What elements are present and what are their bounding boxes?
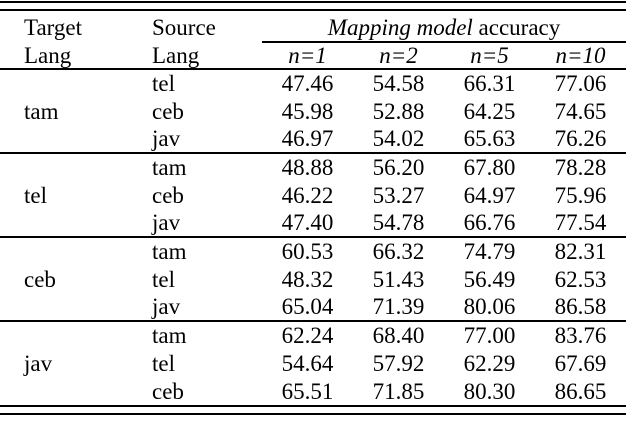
table-row: jav tam 62.24 68.40 77.00 83.76 (0, 320, 626, 406)
accuracy-value-cell: 86.58 (554, 294, 607, 320)
table-row: ceb 45.98 52.88 64.25 74.65 (0, 97, 626, 125)
header-n-10: n=10 (535, 42, 626, 71)
table-row: tam tel 47.46 54.58 66.31 77.06 (0, 69, 626, 124)
accuracy-value-cell: 64.97 (463, 182, 516, 208)
accuracy-value-cell: 74.65 (554, 98, 607, 124)
accuracy-value-cell: 71.85 (372, 378, 425, 404)
results-table-figure: Target Source Mapping model accuracy Lan… (0, 1, 626, 416)
accuracy-value-cell: 45.98 (281, 98, 334, 124)
group-target-tel: tel tam 48.88 56.20 67.80 78.28 ceb 46.2… (0, 152, 626, 238)
accuracy-value-cell: 46.97 (281, 126, 334, 152)
source-lang-cell: ceb (152, 182, 184, 208)
target-lang-cell: jav (0, 320, 130, 406)
header-mapping-model-italic: Mapping model (327, 14, 473, 40)
accuracy-value-cell: 54.58 (372, 71, 425, 97)
accuracy-value-cell: 66.76 (463, 210, 516, 236)
accuracy-value-cell: 62.29 (463, 350, 516, 376)
accuracy-value-cell: 64.25 (463, 98, 516, 124)
accuracy-value-cell: 77.00 (444, 320, 535, 350)
accuracy-value-cell: 48.32 (281, 266, 334, 292)
header-n-5: n=5 (444, 42, 535, 71)
target-lang-cell: ceb (0, 236, 130, 322)
accuracy-value-cell: 77.54 (554, 210, 607, 236)
accuracy-value-cell: 51.43 (372, 266, 425, 292)
accuracy-value-cell: 80.06 (463, 294, 516, 320)
table-row: tel 48.32 51.43 56.49 62.53 (0, 265, 626, 293)
accuracy-value-cell: 71.39 (372, 294, 425, 320)
accuracy-value-cell: 86.65 (554, 378, 607, 404)
accuracy-value-cell: 76.26 (554, 126, 607, 152)
accuracy-value-cell: 54.78 (372, 210, 425, 236)
accuracy-value-cell: 67.69 (554, 350, 607, 376)
accuracy-value-cell: 74.79 (444, 236, 535, 266)
accuracy-value-cell: 66.31 (463, 71, 516, 97)
accuracy-value-cell: 83.76 (535, 320, 626, 350)
accuracy-value-cell: 62.24 (262, 320, 353, 350)
target-lang-cell: tel (0, 152, 130, 238)
header-mapping-model-accuracy: Mapping model accuracy (262, 11, 626, 43)
accuracy-value-cell: 66.32 (353, 236, 444, 266)
accuracy-value-cell: 78.28 (535, 152, 626, 182)
table-row: ceb tam 60.53 66.32 74.79 82.31 (0, 236, 626, 322)
table-row: ceb 46.22 53.27 64.97 75.96 (0, 181, 626, 209)
accuracy-value-cell: 47.46 (281, 71, 334, 97)
target-lang-cell: tam (24, 98, 59, 124)
accuracy-value-cell: 48.88 (262, 152, 353, 182)
table-row: jav 46.97 54.02 65.63 76.26 (0, 125, 626, 153)
header-n-2: n=2 (353, 42, 444, 71)
table-row: jav 47.40 54.78 66.76 77.54 (0, 209, 626, 237)
bottom-double-rule (0, 405, 626, 416)
accuracy-value-cell: 62.53 (554, 266, 607, 292)
accuracy-value-cell: 65.04 (281, 294, 334, 320)
source-lang-cell: tam (130, 320, 262, 350)
accuracy-value-cell: 68.40 (353, 320, 444, 350)
header-source: Source (152, 15, 216, 41)
table-row: tel tam 48.88 56.20 67.80 78.28 (0, 152, 626, 238)
header-accuracy-text: accuracy (472, 14, 561, 40)
accuracy-value-cell: 77.06 (554, 71, 607, 97)
accuracy-value-cell: 46.22 (281, 182, 334, 208)
source-lang-cell: tam (130, 152, 262, 182)
top-double-rule (0, 1, 626, 11)
header-n-1: n=1 (262, 42, 353, 71)
group-target-tam: tam tel 47.46 54.58 66.31 77.06 ceb 45.9… (0, 69, 626, 153)
accuracy-value-cell: 54.02 (372, 126, 425, 152)
table-row: tel 54.64 57.92 62.29 67.69 (0, 349, 626, 377)
accuracy-value-cell: 80.30 (463, 378, 516, 404)
accuracy-value-cell: 60.53 (262, 236, 353, 266)
source-lang-cell: ceb (152, 378, 184, 404)
accuracy-value-cell: 54.64 (281, 350, 334, 376)
source-lang-cell: tel (152, 266, 175, 292)
accuracy-value-cell: 47.40 (281, 210, 334, 236)
accuracy-value-cell: 53.27 (372, 182, 425, 208)
source-lang-cell: jav (152, 210, 181, 236)
group-target-jav: jav tam 62.24 68.40 77.00 83.76 tel 54.6… (0, 320, 626, 406)
accuracy-value-cell: 65.51 (281, 378, 334, 404)
table-row: ceb 65.51 71.85 80.30 86.65 (0, 377, 626, 405)
accuracy-value-cell: 67.80 (444, 152, 535, 182)
source-lang-cell: tel (152, 350, 175, 376)
accuracy-value-cell: 52.88 (372, 98, 425, 124)
source-lang-cell: ceb (152, 98, 184, 124)
source-lang-cell: jav (152, 294, 181, 320)
table-header: Target Source Mapping model accuracy Lan… (0, 11, 626, 71)
header-target: Target (24, 15, 82, 41)
group-target-ceb: ceb tam 60.53 66.32 74.79 82.31 tel 48.3… (0, 236, 626, 322)
accuracy-value-cell: 65.63 (463, 126, 516, 152)
accuracy-value-cell: 75.96 (554, 182, 607, 208)
header-source-lang: Lang (130, 42, 262, 71)
accuracy-value-cell: 56.49 (463, 266, 516, 292)
header-target-lang: Lang (0, 42, 130, 71)
accuracy-value-cell: 82.31 (535, 236, 626, 266)
source-lang-cell: tam (130, 236, 262, 266)
source-lang-cell: jav (152, 126, 181, 152)
accuracy-value-cell: 57.92 (372, 350, 425, 376)
accuracy-value-cell: 56.20 (353, 152, 444, 182)
mapping-accuracy-table: Target Source Mapping model accuracy Lan… (0, 11, 626, 406)
table-row: jav 65.04 71.39 80.06 86.58 (0, 293, 626, 321)
source-lang-cell: tel (152, 71, 175, 97)
